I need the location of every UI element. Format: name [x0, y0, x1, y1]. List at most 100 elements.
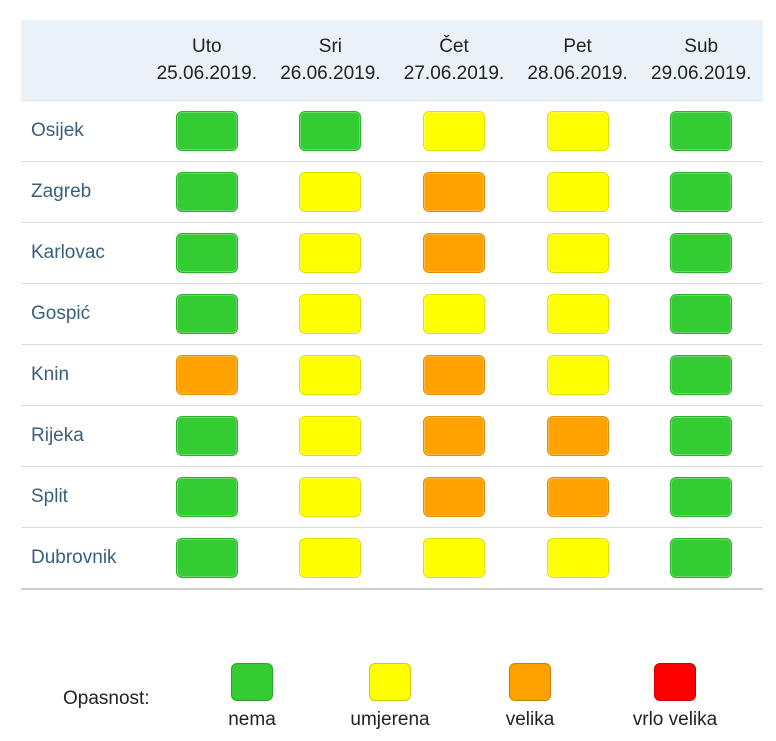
legend-label: nema	[228, 709, 276, 730]
danger-level-box[interactable]	[422, 416, 485, 456]
danger-level-box[interactable]	[546, 294, 609, 334]
legend-swatch-umjerena	[369, 663, 411, 701]
danger-level-box[interactable]	[299, 538, 362, 578]
forecast-cell	[268, 100, 393, 162]
forecast-cell	[515, 100, 640, 162]
danger-level-box[interactable]	[299, 294, 362, 334]
legend-item-nema: nema	[182, 663, 322, 731]
city-name: Rijeka	[21, 405, 145, 467]
forecast-cell	[145, 466, 269, 528]
forecast-cell	[515, 466, 640, 528]
forecast-cell	[639, 222, 763, 284]
forecast-table-body: Osijek Zagreb Karlovac Gospić Knin Rijeka Spli…	[21, 100, 763, 590]
danger-level-box[interactable]	[175, 355, 238, 395]
danger-level-box[interactable]	[670, 477, 733, 517]
legend-swatch-vrlo-velika	[654, 663, 696, 701]
danger-level-box[interactable]	[299, 355, 362, 395]
danger-level-box[interactable]	[299, 111, 362, 151]
forecast-cell	[639, 466, 763, 528]
day-column-header: Sub 29.06.2019.	[639, 20, 763, 101]
danger-level-box[interactable]	[299, 416, 362, 456]
forecast-cell	[639, 344, 763, 406]
table-row: Osijek	[21, 100, 763, 162]
danger-level-box[interactable]	[422, 477, 485, 517]
day-date: 28.06.2019.	[527, 63, 628, 84]
table-row: Split	[21, 466, 763, 528]
forecast-cell	[639, 283, 763, 345]
day-name: Pet	[563, 36, 592, 57]
danger-level-box[interactable]	[422, 538, 485, 578]
danger-level-box[interactable]	[670, 172, 733, 212]
danger-level-box[interactable]	[422, 294, 485, 334]
table-row: Dubrovnik	[21, 527, 763, 590]
forecast-cell	[145, 222, 269, 284]
danger-level-box[interactable]	[670, 294, 733, 334]
danger-level-box[interactable]	[422, 172, 485, 212]
danger-level-box[interactable]	[175, 172, 238, 212]
danger-level-box[interactable]	[670, 416, 733, 456]
city-column-header	[21, 20, 145, 101]
danger-level-box[interactable]	[670, 355, 733, 395]
danger-level-box[interactable]	[175, 538, 238, 578]
forecast-cell	[515, 283, 640, 345]
forecast-cell	[392, 161, 516, 223]
forecast-cell	[515, 527, 640, 590]
day-name: Sub	[684, 36, 719, 57]
city-name: Karlovac	[21, 222, 145, 284]
forecast-cell	[145, 283, 269, 345]
danger-level-box[interactable]	[546, 172, 609, 212]
danger-legend: Opasnost: nema umjerena velika vrlo veli…	[0, 660, 776, 741]
forecast-table: Uto 25.06.2019. Sri 26.06.2019. Čet 27.0…	[21, 20, 763, 590]
city-name: Gospić	[21, 283, 145, 345]
day-name: Uto	[192, 36, 222, 57]
forecast-cell	[639, 405, 763, 467]
danger-level-box[interactable]	[670, 233, 733, 273]
city-name: Zagreb	[21, 161, 145, 223]
forecast-cell	[392, 466, 516, 528]
legend-swatch-velika	[509, 663, 551, 701]
legend-item-vrlo-velika: vrlo velika	[605, 663, 745, 731]
forecast-cell	[268, 283, 393, 345]
forecast-cell	[268, 344, 393, 406]
forecast-cell	[639, 161, 763, 223]
forecast-cell	[268, 222, 393, 284]
legend-item-velika: velika	[460, 663, 600, 731]
forecast-cell	[268, 405, 393, 467]
danger-level-box[interactable]	[546, 233, 609, 273]
legend-label: velika	[505, 709, 555, 730]
danger-level-box[interactable]	[175, 111, 238, 151]
forecast-cell	[392, 527, 516, 590]
danger-level-box[interactable]	[175, 294, 238, 334]
legend-title: Opasnost:	[63, 688, 150, 709]
danger-level-box[interactable]	[546, 416, 609, 456]
danger-level-box[interactable]	[299, 172, 362, 212]
danger-level-box[interactable]	[422, 111, 485, 151]
danger-level-box[interactable]	[546, 538, 609, 578]
forecast-table-header: Uto 25.06.2019. Sri 26.06.2019. Čet 27.0…	[21, 20, 763, 101]
day-column-header: Uto 25.06.2019.	[145, 20, 269, 101]
legend-item-umjerena: umjerena	[320, 663, 460, 731]
table-row: Karlovac	[21, 222, 763, 284]
danger-level-box[interactable]	[422, 233, 485, 273]
danger-level-box[interactable]	[670, 111, 733, 151]
forecast-cell	[268, 466, 393, 528]
danger-level-box[interactable]	[299, 477, 362, 517]
danger-level-box[interactable]	[670, 538, 733, 578]
day-column-header: Čet 27.06.2019.	[392, 20, 516, 101]
danger-level-box[interactable]	[299, 233, 362, 273]
legend-label: vrlo velika	[632, 709, 718, 730]
danger-level-box[interactable]	[546, 111, 609, 151]
danger-level-box[interactable]	[546, 477, 609, 517]
header-row: Uto 25.06.2019. Sri 26.06.2019. Čet 27.0…	[21, 20, 763, 101]
day-column-header: Sri 26.06.2019.	[268, 20, 393, 101]
danger-level-box[interactable]	[175, 416, 238, 456]
danger-level-box[interactable]	[546, 355, 609, 395]
forecast-cell	[145, 161, 269, 223]
forecast-cell	[145, 527, 269, 590]
danger-level-box[interactable]	[175, 477, 238, 517]
danger-level-box[interactable]	[422, 355, 485, 395]
day-date: 29.06.2019.	[651, 63, 752, 84]
danger-level-box[interactable]	[175, 233, 238, 273]
city-name: Dubrovnik	[21, 527, 145, 590]
forecast-cell	[268, 161, 393, 223]
